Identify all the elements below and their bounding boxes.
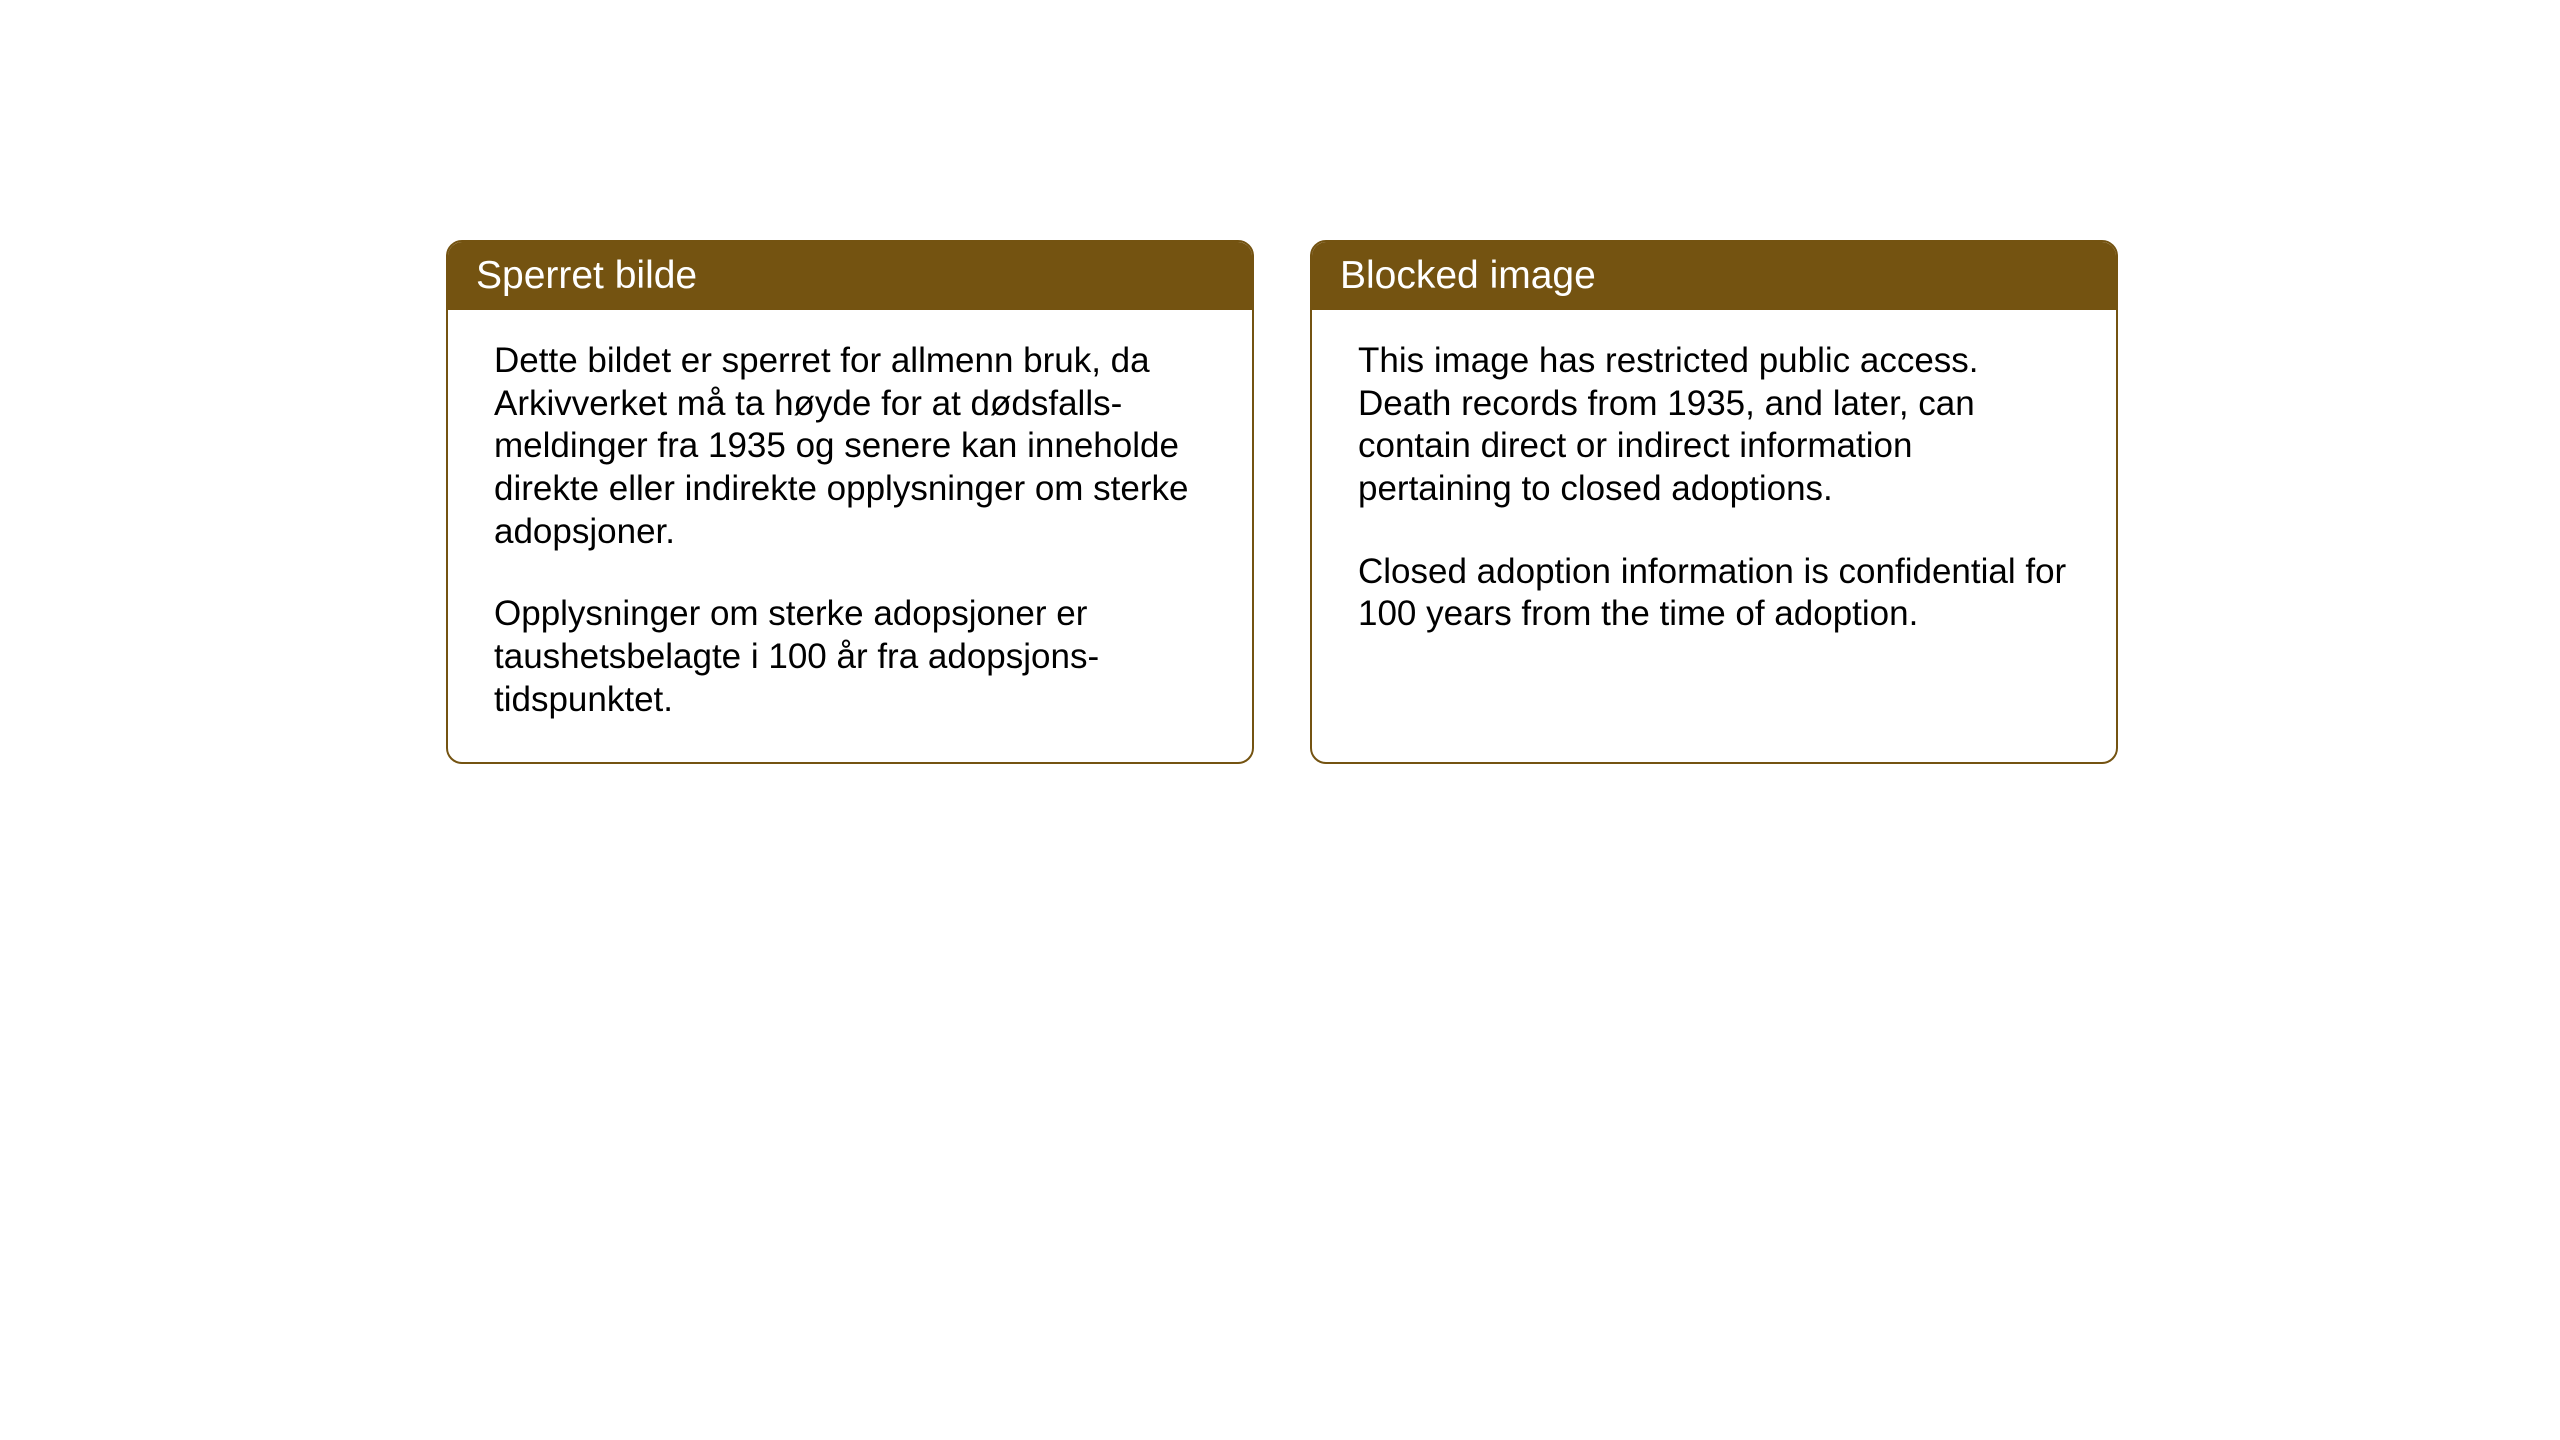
cards-container: Sperret bilde Dette bildet er sperret fo… — [446, 240, 2118, 764]
card-paragraph-norwegian-2: Opplysninger om sterke adopsjoner er tau… — [494, 593, 1206, 721]
card-body-norwegian: Dette bildet er sperret for allmenn bruk… — [448, 310, 1252, 762]
card-header-norwegian: Sperret bilde — [448, 242, 1252, 310]
card-paragraph-norwegian-1: Dette bildet er sperret for allmenn bruk… — [494, 340, 1206, 553]
card-norwegian: Sperret bilde Dette bildet er sperret fo… — [446, 240, 1254, 764]
card-header-english: Blocked image — [1312, 242, 2116, 310]
card-english: Blocked image This image has restricted … — [1310, 240, 2118, 764]
card-body-english: This image has restricted public access.… — [1312, 310, 2116, 676]
card-paragraph-english-2: Closed adoption information is confident… — [1358, 551, 2070, 636]
card-paragraph-english-1: This image has restricted public access.… — [1358, 340, 2070, 511]
